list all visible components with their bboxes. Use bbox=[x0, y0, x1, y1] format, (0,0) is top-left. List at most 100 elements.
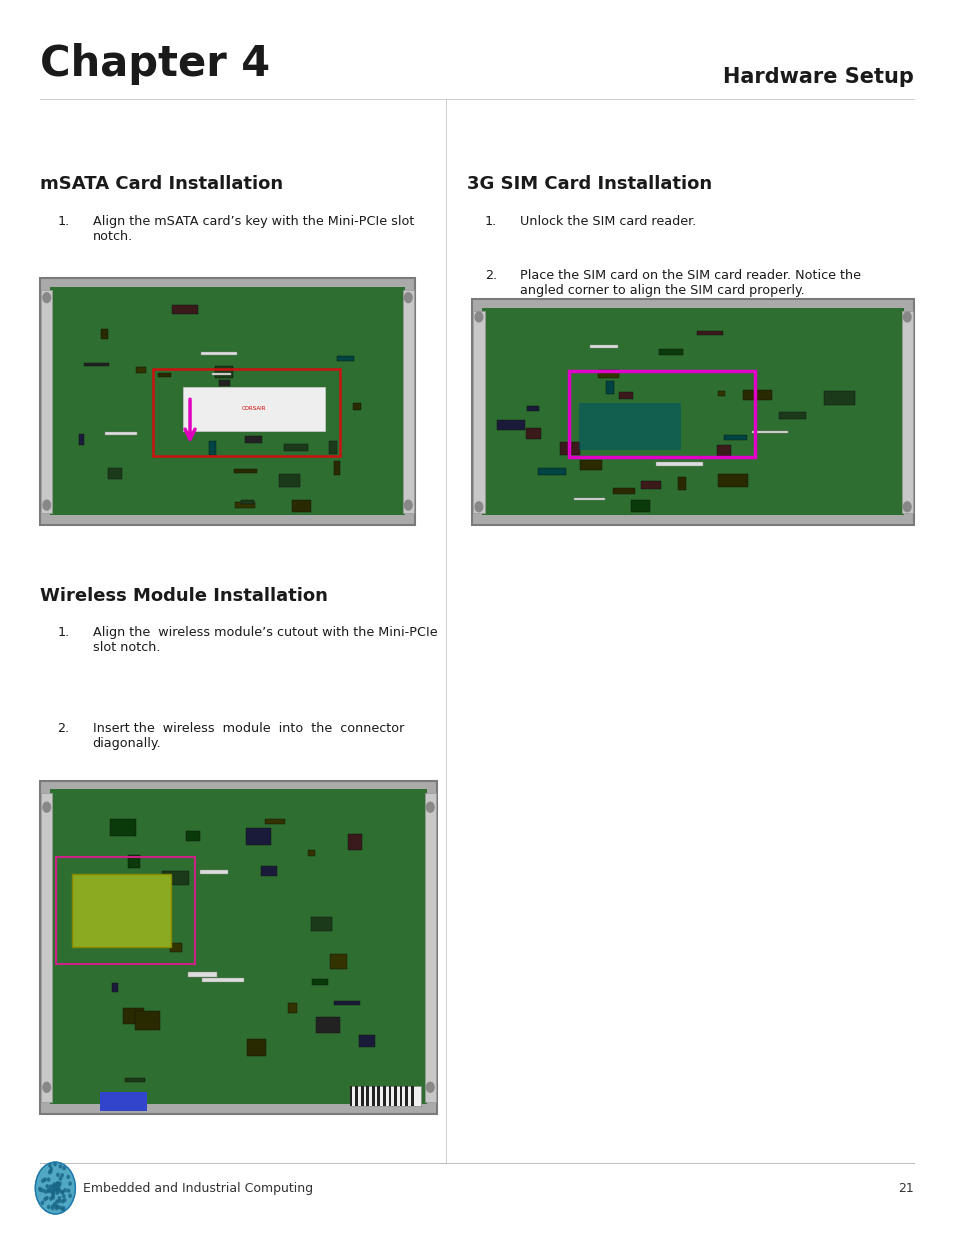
Bar bbox=[472, 299, 913, 525]
Bar bbox=[247, 1039, 266, 1056]
Bar bbox=[50, 789, 427, 1104]
Bar bbox=[353, 403, 360, 410]
Bar bbox=[79, 433, 84, 445]
Circle shape bbox=[56, 1205, 58, 1209]
Bar bbox=[589, 345, 618, 347]
Circle shape bbox=[51, 1195, 54, 1199]
Bar bbox=[659, 348, 682, 356]
Circle shape bbox=[48, 1189, 50, 1193]
Bar bbox=[723, 435, 746, 440]
Circle shape bbox=[61, 1191, 64, 1193]
Bar bbox=[265, 819, 285, 824]
Circle shape bbox=[56, 1183, 59, 1186]
Bar bbox=[145, 894, 169, 900]
Circle shape bbox=[42, 1179, 44, 1182]
Bar bbox=[752, 431, 787, 432]
Text: Push the  other  end  of  the  wireless  module  to  be
tightened with the latch: Push the other end of the wireless modul… bbox=[92, 819, 432, 847]
Text: 2.: 2. bbox=[484, 269, 497, 283]
Circle shape bbox=[69, 1182, 71, 1186]
Circle shape bbox=[51, 1184, 54, 1188]
Text: 3.: 3. bbox=[57, 819, 70, 832]
Text: Insert the  wireless  module  into  the  connector
diagonally.: Insert the wireless module into the conn… bbox=[92, 311, 403, 340]
Circle shape bbox=[43, 500, 51, 510]
Circle shape bbox=[58, 1188, 61, 1192]
Bar bbox=[40, 278, 415, 525]
Circle shape bbox=[53, 1203, 56, 1205]
Bar bbox=[578, 403, 680, 451]
Bar bbox=[186, 831, 200, 841]
Bar bbox=[50, 287, 405, 515]
Bar bbox=[234, 501, 254, 508]
Circle shape bbox=[64, 1199, 66, 1202]
Bar bbox=[40, 781, 436, 1114]
Bar bbox=[212, 373, 231, 375]
Bar bbox=[128, 856, 140, 868]
Bar bbox=[188, 972, 217, 977]
Bar bbox=[525, 427, 540, 438]
Text: Place the SIM card on the SIM card reader. Notice the
angled corner to align the: Place the SIM card on the SIM card reade… bbox=[519, 269, 860, 298]
Circle shape bbox=[50, 1188, 51, 1191]
Bar bbox=[110, 819, 135, 836]
Bar bbox=[366, 1086, 369, 1105]
Bar bbox=[311, 916, 332, 931]
Circle shape bbox=[46, 1184, 49, 1188]
Circle shape bbox=[56, 1182, 59, 1186]
Bar bbox=[231, 393, 243, 404]
Circle shape bbox=[61, 1173, 63, 1177]
Circle shape bbox=[54, 1187, 57, 1191]
Bar bbox=[901, 311, 912, 513]
Circle shape bbox=[53, 1186, 56, 1188]
Bar bbox=[349, 1086, 420, 1105]
Circle shape bbox=[59, 1165, 61, 1168]
Bar bbox=[240, 500, 253, 504]
Circle shape bbox=[49, 1163, 51, 1167]
Bar bbox=[574, 498, 604, 500]
Bar bbox=[284, 443, 308, 451]
Bar bbox=[779, 412, 805, 419]
Text: 2.: 2. bbox=[57, 311, 70, 325]
Bar bbox=[394, 1086, 396, 1105]
Text: 3.: 3. bbox=[484, 366, 497, 379]
Bar bbox=[823, 391, 854, 405]
Bar bbox=[122, 1008, 144, 1024]
Circle shape bbox=[475, 312, 482, 322]
Circle shape bbox=[55, 1184, 57, 1188]
Circle shape bbox=[56, 1173, 59, 1177]
Bar bbox=[171, 944, 182, 952]
Circle shape bbox=[61, 1191, 63, 1194]
Bar bbox=[200, 871, 228, 874]
Text: Embedded and Industrial Computing: Embedded and Industrial Computing bbox=[83, 1182, 313, 1194]
Bar bbox=[312, 978, 327, 986]
Text: Hardware Setup: Hardware Setup bbox=[722, 67, 913, 86]
Circle shape bbox=[48, 1189, 50, 1192]
Bar bbox=[537, 468, 565, 475]
Circle shape bbox=[54, 1184, 56, 1187]
Bar bbox=[135, 1011, 160, 1030]
Circle shape bbox=[426, 803, 434, 813]
Bar bbox=[246, 827, 271, 845]
Bar bbox=[405, 1086, 408, 1105]
Bar bbox=[308, 851, 314, 856]
Bar bbox=[278, 474, 300, 487]
Circle shape bbox=[56, 1187, 58, 1189]
Bar bbox=[377, 1086, 380, 1105]
Circle shape bbox=[50, 1167, 52, 1171]
Circle shape bbox=[52, 1192, 54, 1195]
Circle shape bbox=[48, 1178, 50, 1181]
Circle shape bbox=[62, 1208, 64, 1212]
Bar bbox=[125, 1078, 145, 1082]
Bar bbox=[559, 442, 579, 454]
Circle shape bbox=[50, 1197, 52, 1200]
Text: Lock the SIM card reader.: Lock the SIM card reader. bbox=[519, 366, 681, 379]
Circle shape bbox=[51, 1194, 54, 1198]
Circle shape bbox=[42, 1189, 45, 1192]
Bar bbox=[201, 978, 244, 982]
Circle shape bbox=[56, 1205, 58, 1208]
Bar bbox=[328, 441, 336, 453]
Circle shape bbox=[58, 1199, 60, 1203]
Circle shape bbox=[51, 1205, 54, 1208]
Bar bbox=[349, 1086, 352, 1105]
Bar bbox=[218, 380, 230, 387]
Circle shape bbox=[53, 1184, 56, 1188]
Bar bbox=[152, 369, 339, 456]
